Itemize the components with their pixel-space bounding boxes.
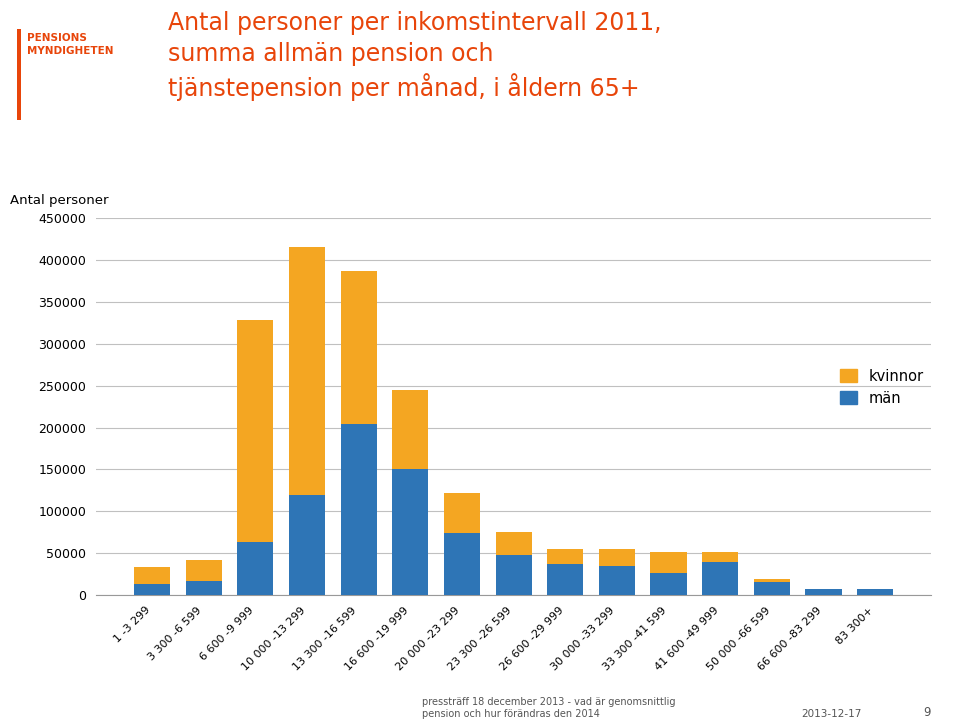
Bar [805, 589, 842, 590]
Bar [495, 532, 532, 555]
Bar [289, 494, 325, 595]
Bar [599, 549, 635, 566]
Text: pressträff 18 december 2013 - vad är genomsnittlig
pension och hur förändras den: pressträff 18 december 2013 - vad är gen… [422, 697, 676, 719]
Bar [134, 584, 170, 595]
Text: 9: 9 [924, 706, 931, 719]
Bar [754, 582, 790, 595]
Bar [185, 581, 222, 595]
Bar [495, 555, 532, 595]
Bar [857, 589, 893, 590]
Bar [599, 566, 635, 595]
Bar [185, 560, 222, 581]
Bar [702, 562, 738, 595]
Text: PENSIONS: PENSIONS [27, 33, 86, 43]
Bar [341, 424, 376, 595]
Bar [444, 533, 480, 595]
Legend: kvinnor, män: kvinnor, män [840, 369, 924, 406]
Bar [805, 590, 842, 595]
Text: MYNDIGHETEN: MYNDIGHETEN [27, 46, 113, 57]
Bar [444, 493, 480, 533]
Bar [547, 549, 584, 564]
Text: 2013-12-17: 2013-12-17 [802, 709, 862, 719]
Bar [289, 247, 325, 494]
Bar [134, 567, 170, 584]
Bar [341, 272, 376, 424]
Bar [393, 470, 428, 595]
Text: Antal personer: Antal personer [10, 194, 108, 207]
Bar [754, 579, 790, 582]
Bar [702, 552, 738, 562]
Bar [547, 564, 584, 595]
Bar [237, 542, 274, 595]
Text: Antal personer per inkomstintervall 2011,
summa allmän pension och
tjänstepensio: Antal personer per inkomstintervall 2011… [168, 11, 661, 102]
Bar [651, 573, 686, 595]
Bar [237, 320, 274, 542]
Bar [651, 552, 686, 573]
Bar [393, 390, 428, 470]
Bar [857, 590, 893, 595]
